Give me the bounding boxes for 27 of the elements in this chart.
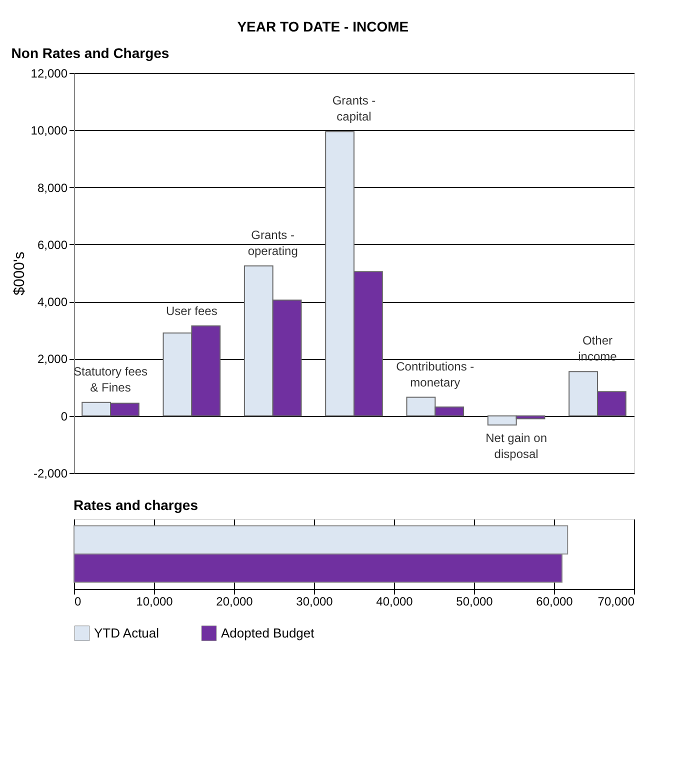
x-tick-label: 50,000: [456, 594, 494, 608]
x-tick-label: 30,000: [296, 594, 334, 608]
y-tick-label: 12,000: [30, 66, 68, 80]
x-tick-label: 60,000: [536, 594, 574, 608]
y-tick-label: 8,000: [37, 180, 68, 195]
y-tick-label: 10,000: [30, 124, 68, 138]
y-tick-label: -2,000: [33, 466, 68, 480]
x-tick-label: 40,000: [376, 594, 414, 608]
chart-title: Rates and charges: [74, 497, 198, 513]
x-tick-label: User fees: [166, 304, 218, 318]
y-tick-label: 6,000: [37, 238, 68, 252]
x-tick-label: Net gain on disposal: [486, 431, 548, 461]
x-tick-label: Grants - operating: [248, 228, 298, 258]
y-tick-label: 4,000: [37, 295, 68, 310]
y-axis-title: $000's: [10, 252, 28, 296]
y-tick-label: 2,000: [37, 352, 68, 366]
chart-title: YEAR TO DATE - INCOME: [237, 18, 409, 34]
chart-subtitle: Non Rates and Charges: [11, 45, 170, 61]
x-tick-label: Grants - capital: [332, 94, 376, 124]
legend-label: Adopted Budget: [221, 625, 315, 640]
x-tick-label: Contributions - monetary: [396, 359, 474, 390]
x-tick-label: 20,000: [216, 594, 254, 608]
x-tick-label: 10,000: [136, 594, 174, 608]
y-tick-label: 0: [60, 409, 68, 424]
x-tick-label: 0: [74, 594, 82, 608]
legend-label: YTD Actual: [94, 625, 160, 640]
x-tick-label: 70,000: [598, 594, 635, 608]
